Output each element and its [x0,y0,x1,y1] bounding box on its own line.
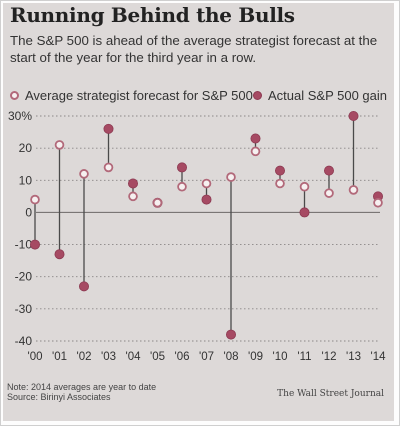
actual-point [79,281,90,292]
x-tick-label: '02 [77,351,92,363]
legend-item-forecast: Average strategist forecast for S&P 500 [10,88,253,103]
x-tick-label: '11 [297,351,311,363]
forecast-point [79,169,89,179]
gridlines [36,115,380,342]
y-axis-ticks: 30% 20 10 0 -10 -20 -30 -40 [8,109,32,348]
actual-point [348,111,359,122]
x-tick-label: '00 [28,351,43,363]
x-tick-label: '05 [150,351,165,363]
forecast-point [177,181,187,192]
chart-subtitle: The S&P 500 is ahead of the average stra… [10,33,378,65]
actual-point [250,133,261,144]
footnote: Note: 2014 averages are year to date [7,382,157,392]
actual-point [127,178,138,189]
actual-point [299,207,310,218]
y-tick-label: -20 [15,270,33,284]
actual-point [103,123,114,134]
forecast-point [128,191,138,202]
x-tick-label: '04 [126,351,142,363]
chart-title: Running Behind the Bulls [10,3,295,27]
forecast-point [324,188,334,198]
forecast-point [103,162,114,173]
actual-point [29,239,40,250]
data-points [29,111,383,340]
actual-point [201,194,212,205]
forecast-point [201,178,212,189]
forecast-point [152,197,163,208]
y-tick-label: 30% [8,109,32,123]
y-tick-label: -10 [15,238,33,252]
filled-circle-icon [253,91,262,100]
x-tick-label: '09 [248,351,263,363]
forecast-point [250,146,261,157]
forecast-point [348,185,359,195]
legend-item-actual: Actual S&P 500 gain [253,88,387,103]
x-tick-label: '12 [322,351,337,363]
x-tick-label: '13 [346,351,361,363]
connectors [34,116,379,335]
actual-point [274,165,285,176]
x-tick-label: '07 [199,351,214,363]
forecast-point [275,178,285,189]
actual-point [225,329,236,340]
y-tick-label: -40 [15,334,33,348]
publication-credit: The Wall Street Journal [277,389,384,399]
x-axis-ticks: '00 '01 '02 '03 '04 '05 '06 '07 '08 '09 '10 '11 '12 '… [28,351,387,363]
x-tick-label: '06 [175,351,190,363]
forecast-point [226,172,236,182]
x-tick-label: '14 [371,351,387,363]
y-tick-label: 10 [19,173,33,187]
forecast-point [299,181,310,192]
legend-label-forecast: Average strategist forecast for S&P 500 [25,88,253,103]
x-tick-label: '01 [52,351,67,363]
actual-point [323,165,334,176]
legend-label-actual: Actual S&P 500 gain [268,88,388,103]
actual-point [54,249,65,260]
y-tick-label: -30 [15,302,33,316]
actual-point [176,162,187,173]
x-tick-label: '10 [273,351,288,363]
x-tick-label: '08 [224,351,239,363]
forecast-point [30,194,40,205]
x-tick-label: '03 [101,351,116,363]
forecast-point [54,140,65,150]
forecast-point [373,197,383,208]
open-circle-icon [10,91,19,100]
source-note: Source: Birinyi Associates [7,392,111,402]
y-tick-label: 0 [25,205,32,219]
y-tick-label: 20 [19,141,33,155]
